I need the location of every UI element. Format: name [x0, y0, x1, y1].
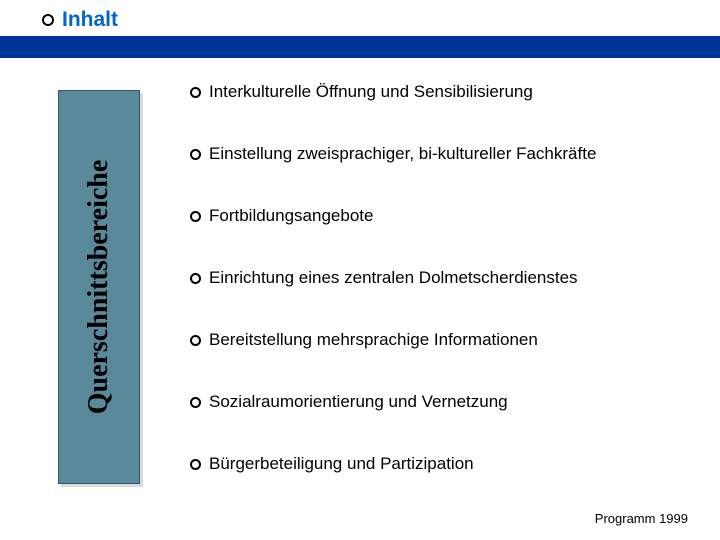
circle-bullet-icon	[190, 211, 201, 222]
circle-bullet-icon	[190, 149, 201, 160]
circle-bullet-icon	[42, 14, 54, 26]
sidebar-box: Querschnittsbereiche	[58, 90, 140, 484]
circle-bullet-icon	[190, 87, 201, 98]
list-item: Sozialraumorientierung und Vernetzung	[190, 392, 706, 412]
circle-bullet-icon	[190, 459, 201, 470]
header-divider-bar	[0, 36, 720, 58]
list-item: Einstellung zweisprachiger, bi-kulturell…	[190, 144, 706, 164]
header-title: Inhalt	[62, 8, 118, 32]
content-list: Interkulturelle Öffnung und Sensibilisie…	[190, 82, 706, 516]
list-item-text: Einrichtung eines zentralen Dolmetscherd…	[209, 268, 578, 288]
sidebar-label: Querschnittsbereiche	[83, 160, 115, 415]
list-item: Bereitstellung mehrsprachige Information…	[190, 330, 706, 350]
list-item: Interkulturelle Öffnung und Sensibilisie…	[190, 82, 706, 102]
footer-text: Programm 1999	[595, 511, 688, 526]
list-item-text: Interkulturelle Öffnung und Sensibilisie…	[209, 82, 533, 102]
list-item-text: Einstellung zweisprachiger, bi-kulturell…	[209, 144, 596, 164]
list-item-text: Fortbildungsangebote	[209, 206, 373, 226]
list-item-text: Bürgerbeteiligung und Partizipation	[209, 454, 474, 474]
circle-bullet-icon	[190, 273, 201, 284]
circle-bullet-icon	[190, 335, 201, 346]
slide-header: Inhalt	[42, 8, 118, 32]
list-item: Fortbildungsangebote	[190, 206, 706, 226]
circle-bullet-icon	[190, 397, 201, 408]
list-item-text: Sozialraumorientierung und Vernetzung	[209, 392, 508, 412]
list-item: Einrichtung eines zentralen Dolmetscherd…	[190, 268, 706, 288]
list-item-text: Bereitstellung mehrsprachige Information…	[209, 330, 538, 350]
list-item: Bürgerbeteiligung und Partizipation	[190, 454, 706, 474]
